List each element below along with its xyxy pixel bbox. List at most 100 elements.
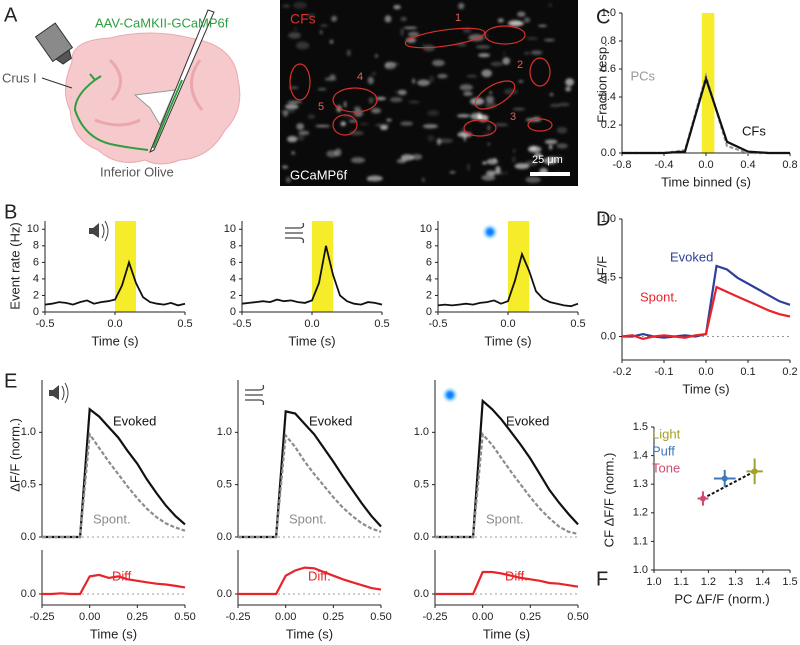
image-texture: [384, 15, 392, 23]
image-texture: [495, 165, 501, 174]
image-texture: [359, 122, 369, 125]
image-texture: [427, 135, 435, 142]
y-tick-label: 0.0: [217, 531, 232, 543]
x-tick-label: 0.0: [698, 159, 713, 171]
image-texture: [319, 29, 323, 35]
image-texture: [320, 24, 328, 27]
line: [42, 573, 186, 596]
image-texture: [467, 163, 470, 171]
image-texture: [489, 91, 492, 95]
image-texture: [288, 32, 301, 39]
image-texture: [408, 31, 420, 37]
image-texture: [298, 130, 310, 136]
image-texture: [523, 17, 531, 23]
point: [751, 468, 758, 475]
image-texture: [350, 157, 366, 164]
image-texture: [317, 88, 327, 91]
image-texture: [353, 106, 361, 111]
image-texture: [531, 145, 537, 151]
y-tick-label: 10: [27, 223, 39, 235]
roi-label: 3: [510, 111, 516, 123]
image-texture: [459, 84, 473, 91]
image-texture: [466, 75, 478, 78]
x-tick-label: 1.1: [674, 576, 689, 588]
y-tick-label: 0: [33, 306, 39, 318]
y-tick-label: 0.5: [414, 479, 429, 491]
y-tick-label: 1.3: [633, 478, 648, 490]
image-texture: [518, 80, 524, 83]
image-texture: [293, 1, 307, 9]
y-tick-label: 1.0: [633, 564, 648, 576]
image-texture: [502, 57, 511, 65]
line: [238, 566, 382, 596]
image-texture: [512, 107, 526, 111]
series-label: PCs: [630, 68, 655, 83]
y-tick-label: 0.0: [21, 531, 36, 543]
line: [435, 431, 579, 539]
x-axis-label: Time (s): [484, 333, 531, 348]
image-label: CFs: [290, 11, 316, 27]
line: [435, 570, 579, 596]
image-texture: [509, 20, 525, 26]
x-axis-label: Time (s): [483, 626, 530, 641]
image-texture: [340, 121, 346, 127]
image-texture: [556, 126, 568, 134]
y-tick-label: 10: [224, 223, 236, 235]
x-axis-label: Time (s): [90, 626, 137, 641]
image-texture: [549, 92, 554, 97]
y-axis-label: CF ΔF/F (norm.): [601, 453, 616, 548]
image-texture: [512, 149, 516, 153]
target-label: Inferior Olive: [100, 164, 174, 179]
x-tick-label: 1.2: [701, 576, 716, 588]
image-texture: [558, 102, 570, 107]
legend-label: Puff: [652, 443, 675, 458]
panel-label: E: [4, 370, 17, 392]
image-texture: [285, 176, 291, 183]
image-texture: [411, 153, 423, 160]
x-tick-label: 0.0: [698, 366, 713, 378]
image-texture: [368, 97, 374, 104]
image-texture: [478, 53, 491, 58]
image-texture: [565, 78, 575, 86]
y-tick-label: 0.5: [217, 479, 232, 491]
image-texture: [374, 53, 378, 59]
image-texture: [324, 77, 337, 81]
image-texture: [487, 142, 490, 146]
image-texture: [408, 100, 420, 104]
y-tick-label: 1.0: [414, 426, 429, 438]
y-tick-label: 0.0: [217, 588, 232, 600]
image-texture: [526, 37, 539, 40]
image-texture: [436, 138, 442, 146]
line: [437, 251, 579, 308]
y-axis-label: ΔF/F: [594, 256, 609, 284]
point: [699, 495, 706, 502]
image-texture: [287, 135, 298, 143]
image-texture: [343, 101, 347, 108]
x-tick-label: 0.00: [472, 611, 493, 623]
image-texture: [400, 16, 407, 22]
micrograph: CFs GCaMP6f 25 μm: [280, 0, 578, 186]
x-tick-label: 0.0: [500, 318, 515, 330]
image-texture: [384, 62, 390, 69]
y-tick-label: 0.0: [414, 531, 429, 543]
image-texture: [548, 156, 564, 160]
y-tick-label: 1.5: [633, 421, 648, 433]
image-texture: [366, 175, 383, 182]
y-tick-label: 1.4: [633, 450, 648, 462]
image-texture: [463, 91, 473, 97]
image-texture: [449, 171, 456, 174]
image-texture: [548, 144, 553, 150]
image-texture: [334, 148, 342, 157]
roi-label: 5: [318, 101, 324, 113]
roi-label: 1: [455, 12, 461, 24]
y-tick-label: 2: [230, 289, 236, 301]
image-texture: [400, 28, 404, 37]
image-texture: [422, 43, 425, 47]
image-texture: [463, 134, 466, 142]
image-texture: [375, 96, 387, 101]
x-tick-label: 0.00: [79, 611, 100, 623]
image-texture: [565, 86, 572, 92]
image-texture: [285, 103, 299, 110]
image-texture: [287, 101, 303, 104]
image-texture: [456, 114, 471, 118]
